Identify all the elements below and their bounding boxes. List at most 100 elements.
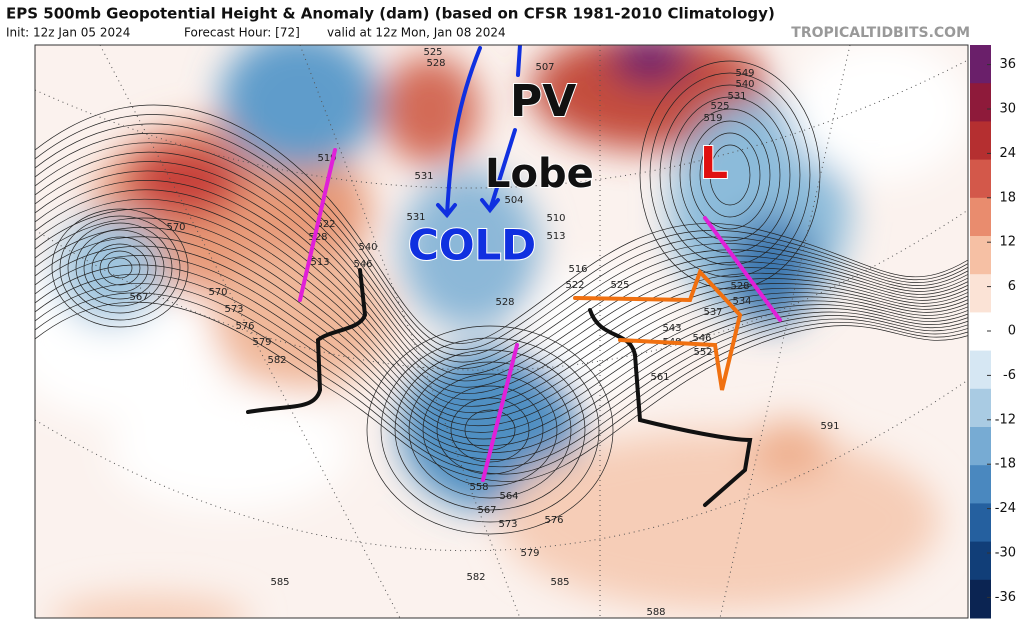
contour-line: [91, 243, 149, 293]
contour-label: 519: [317, 153, 336, 164]
contour-label: 561: [650, 372, 669, 383]
contour-label: 504: [504, 195, 523, 206]
contour-label: 579: [252, 337, 271, 348]
colorbar-segment: [970, 465, 991, 504]
contour-label: 543: [662, 323, 681, 334]
colorbar-segment: [970, 274, 991, 313]
contour-line: [394, 349, 586, 511]
contour-label: 564: [499, 491, 518, 502]
contour-line: [422, 373, 558, 487]
contour-label: 576: [235, 321, 254, 332]
contour-label: 531: [406, 212, 425, 223]
contour-label: 546: [692, 333, 711, 344]
contour-label: 549: [735, 68, 754, 79]
contour-line: [83, 236, 157, 300]
title: EPS 500mb Geopotential Height & Anomaly …: [6, 5, 775, 23]
colorbar-segment: [970, 121, 991, 161]
contour-label: 567: [477, 505, 496, 516]
watermark: TROPICALTIDBITS.COM: [791, 25, 970, 41]
colorbar-segment: [970, 83, 991, 122]
contour-label: 552: [693, 347, 712, 358]
contour-label: 522: [565, 280, 584, 291]
contour-label: 558: [469, 482, 488, 493]
contour-label: 513: [546, 231, 565, 242]
contour-line: [75, 229, 165, 307]
colorbar-label: 30: [999, 102, 1016, 117]
contour-line: [35, 199, 968, 407]
valid-time: valid at 12z Mon, Jan 08 2024: [327, 26, 506, 40]
contour-label: 585: [270, 577, 289, 588]
contour-line: [59, 215, 181, 321]
contour-label: 528: [495, 297, 514, 308]
contour-label: 582: [466, 572, 485, 583]
contour-line: [67, 222, 173, 314]
contour-label: 531: [414, 171, 433, 182]
contour-label: 537: [703, 307, 722, 318]
contour-line: [35, 264, 968, 453]
contour-line: [450, 397, 530, 463]
contour-label: 576: [544, 515, 563, 526]
contour-line: [35, 142, 968, 369]
colorbar-label: -6: [1003, 368, 1016, 383]
contour-line: [107, 257, 133, 279]
contour-line: [35, 104, 968, 344]
contour-label: 591: [820, 421, 839, 432]
contour-label: 525: [423, 47, 442, 58]
contour-line: [35, 255, 968, 447]
annotation-pv: PV: [510, 76, 576, 127]
contour-label: 522: [316, 219, 335, 230]
colorbar-segment: [970, 45, 991, 84]
map-frame: [34, 44, 969, 619]
contour-label: 531: [727, 91, 746, 102]
contour-label: 516: [568, 264, 587, 275]
contour-label: 567: [129, 292, 148, 303]
contour-label: 570: [208, 287, 227, 298]
contour-label: 582: [267, 355, 286, 366]
colorbar-label: 36: [999, 57, 1016, 72]
contour-line: [35, 161, 968, 382]
contour-line: [366, 325, 614, 535]
colorbar-segment: [970, 541, 991, 581]
annotation-cold: COLD: [408, 221, 536, 270]
contour-line: [679, 108, 781, 242]
forecast-hour: Forecast Hour: [72]: [184, 26, 300, 40]
contour-line: [35, 114, 968, 350]
contour-line: [699, 132, 761, 218]
contour-line: [436, 385, 544, 475]
colorbar-label: 0: [1008, 324, 1016, 339]
contour-label: 573: [498, 519, 517, 530]
colorbar-label: 6: [1008, 279, 1016, 294]
contour-label: 528: [730, 281, 749, 292]
contour-label: 585: [550, 577, 569, 588]
colorbar-label: 24: [999, 146, 1016, 161]
contour-label: 534: [732, 296, 751, 307]
colorbar-segment: [970, 312, 991, 352]
contour-label: 546: [353, 259, 372, 270]
colorbar-label: -18: [995, 457, 1016, 472]
contour-label: 525: [710, 101, 729, 112]
colorbar-segment: [970, 503, 991, 543]
contour-line: [659, 84, 801, 266]
contour-label: 528: [426, 58, 445, 69]
contour-line: [380, 337, 600, 523]
contour-label: 570: [166, 222, 185, 233]
contour-line: [51, 208, 189, 328]
contour-line: [35, 189, 968, 401]
colorbar-segment: [970, 236, 991, 275]
colorbar-label: 12: [999, 235, 1016, 250]
contour-line: [35, 180, 968, 394]
colorbar-label: 18: [999, 190, 1016, 205]
contour-line: [35, 123, 968, 357]
contour-line: [35, 273, 968, 460]
colorbar-segment: [970, 579, 991, 619]
colorbar-segment: [970, 350, 991, 390]
colorbar-segment: [970, 388, 991, 428]
colorbar-segment: [970, 427, 991, 466]
contour-line: [35, 236, 968, 433]
colorbar-label: -30: [995, 546, 1016, 561]
contour-label: 513: [310, 257, 329, 268]
contour-label: 510: [546, 213, 565, 224]
contour-label: 507: [535, 62, 554, 73]
annotation-lobe: Lobe: [485, 151, 594, 197]
